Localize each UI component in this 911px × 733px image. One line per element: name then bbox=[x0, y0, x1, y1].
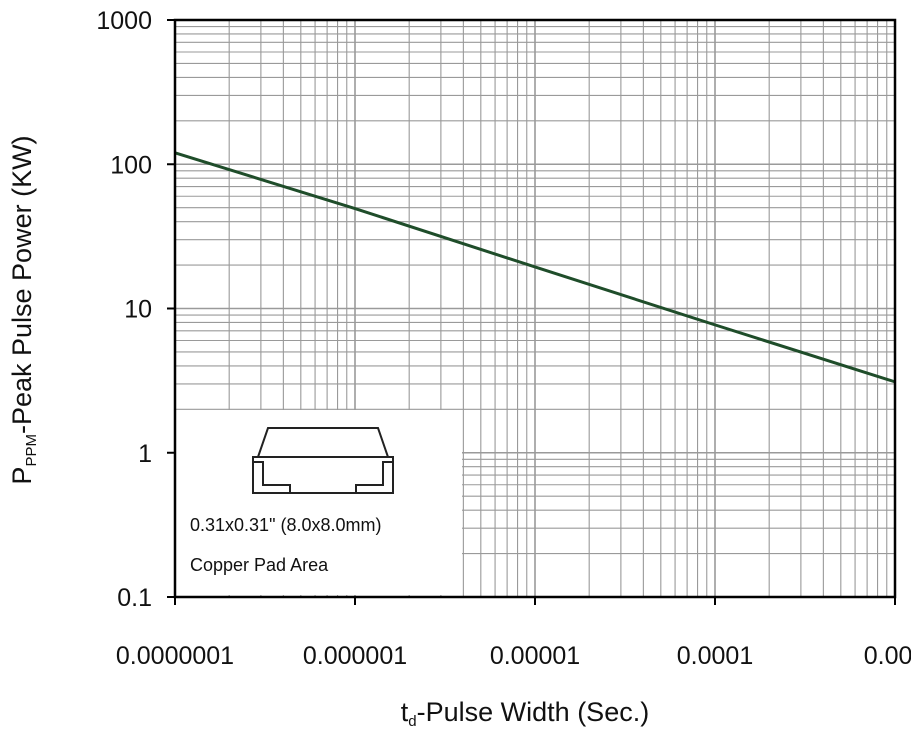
y-axis-label-main: P bbox=[7, 467, 37, 485]
y-tick-label: 0.1 bbox=[117, 584, 152, 612]
y-tick-label: 10 bbox=[124, 296, 152, 324]
x-tick-label: 0.00001 bbox=[490, 642, 580, 670]
copper-pad-inset: 0.31x0.31" (8.0x8.0mm) Copper Pad Area bbox=[176, 410, 462, 595]
x-tick-label: 0.000001 bbox=[303, 642, 407, 670]
y-tick-label: 1000 bbox=[96, 7, 152, 35]
series-layer bbox=[174, 151, 896, 384]
inset-label-size: 0.31x0.31" (8.0x8.0mm) bbox=[190, 515, 381, 535]
x-axis-label-main: t bbox=[401, 697, 409, 727]
x-tick-label: 0.0001 bbox=[677, 642, 753, 670]
smd-package-icon bbox=[252, 427, 394, 494]
x-axis-label-rest: -Pulse Width (Sec.) bbox=[417, 697, 650, 727]
y-axis-label-rest: -Peak Pulse Power (KW) bbox=[7, 135, 37, 434]
x-tick-label: 0.001 bbox=[864, 642, 911, 670]
x-axis-label-sub: d bbox=[408, 713, 416, 730]
tick-layer: 0.0000001 0.000001 0.00001 0.0001 0.001 0.1 1 1… bbox=[96, 7, 911, 670]
x-axis-label: td-Pulse Width (Sec.) bbox=[401, 697, 649, 730]
series-line bbox=[174, 151, 896, 384]
inset-label-area: Copper Pad Area bbox=[190, 555, 329, 575]
y-axis-label: PPPM-Peak Pulse Power (KW) bbox=[7, 135, 40, 484]
y-tick-label: 1 bbox=[138, 440, 152, 468]
inset-background bbox=[176, 410, 462, 595]
grid-layer bbox=[175, 20, 895, 597]
x-tick-label: 0.0000001 bbox=[116, 642, 234, 670]
y-tick-label: 100 bbox=[110, 151, 152, 179]
y-axis-label-sub: PPM bbox=[23, 434, 40, 467]
